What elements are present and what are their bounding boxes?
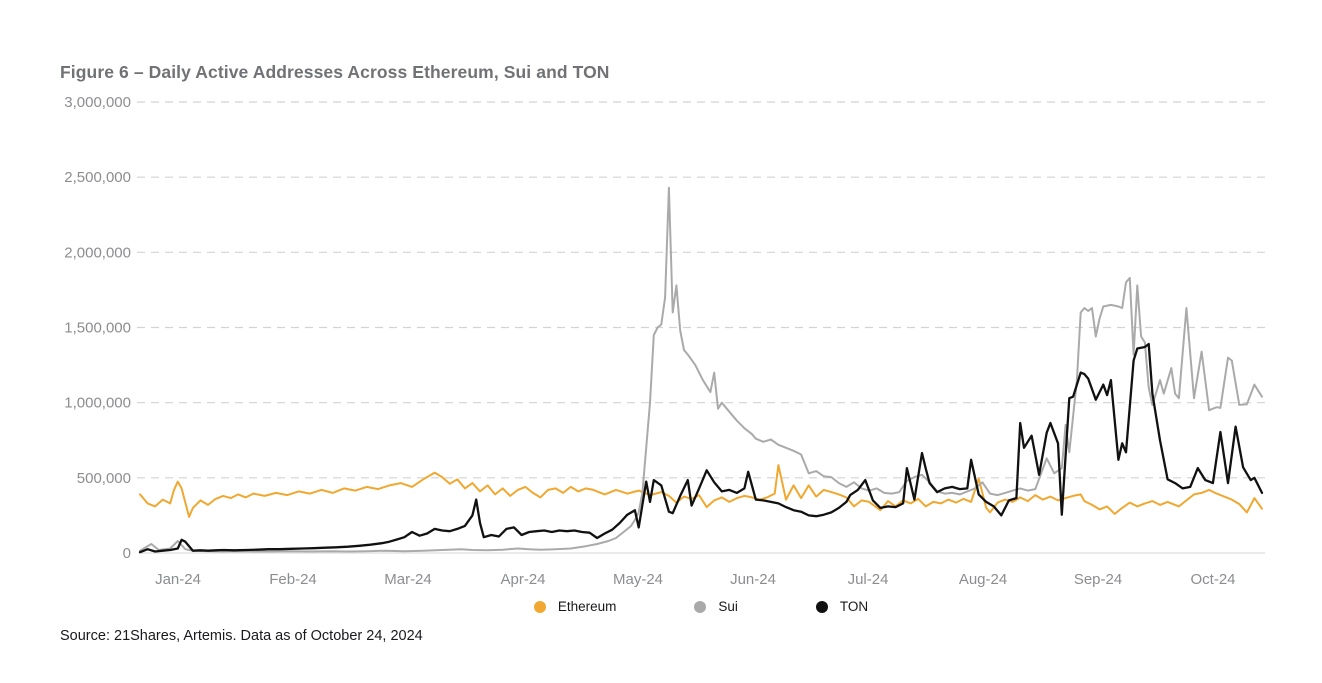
legend-item-ethereum: Ethereum (533, 599, 617, 614)
sui-series-dot-icon (694, 600, 707, 613)
series-line-ethereum (139, 464, 1263, 518)
y-axis-tick-label: 2,000,000 (64, 244, 131, 261)
y-axis-tick-label: 500,000 (77, 470, 131, 487)
x-axis-tick-label: Jan-24 (155, 571, 201, 588)
legend-item-ton: TON (815, 599, 869, 614)
legend-item-sui: Sui (694, 599, 738, 614)
y-axis-tick-label: 1,500,000 (64, 320, 131, 337)
series-line-ton (138, 342, 1264, 554)
series-line-sui (139, 186, 1263, 553)
ton-series-dot-icon (815, 600, 828, 613)
x-axis-tick-label: Feb-24 (269, 571, 317, 588)
x-axis-tick-label: Oct-24 (1190, 571, 1235, 588)
x-axis-tick-label: May-24 (613, 571, 663, 588)
x-axis-tick-label: Mar-24 (384, 571, 432, 588)
legend-label-sui: Sui (718, 599, 738, 614)
x-axis-tick-label: Apr-24 (500, 571, 545, 588)
y-axis-tick-label: 2,500,000 (64, 169, 131, 186)
x-axis-tick-label: Jul-24 (848, 571, 889, 588)
figure-title: Figure 6 – Daily Active Addresses Across… (60, 62, 610, 82)
x-axis-tick-label: Sep-24 (1074, 571, 1122, 588)
source-note: Source: 21Shares, Artemis. Data as of Oc… (60, 628, 423, 644)
y-axis-tick-label: 1,000,000 (64, 395, 131, 412)
legend-label-ton: TON (839, 599, 869, 614)
x-axis-tick-label: Jun-24 (730, 571, 776, 588)
x-axis-tick-label: Aug-24 (959, 571, 1007, 588)
y-axis-tick-label: 3,000,000 (64, 94, 131, 111)
legend-label-ethereum: Ethereum (557, 599, 617, 614)
y-axis-tick-label: 0 (123, 545, 131, 562)
ethereum-series-dot-icon (533, 600, 546, 613)
chart-legend: Ethereum Sui TON (140, 599, 1262, 614)
